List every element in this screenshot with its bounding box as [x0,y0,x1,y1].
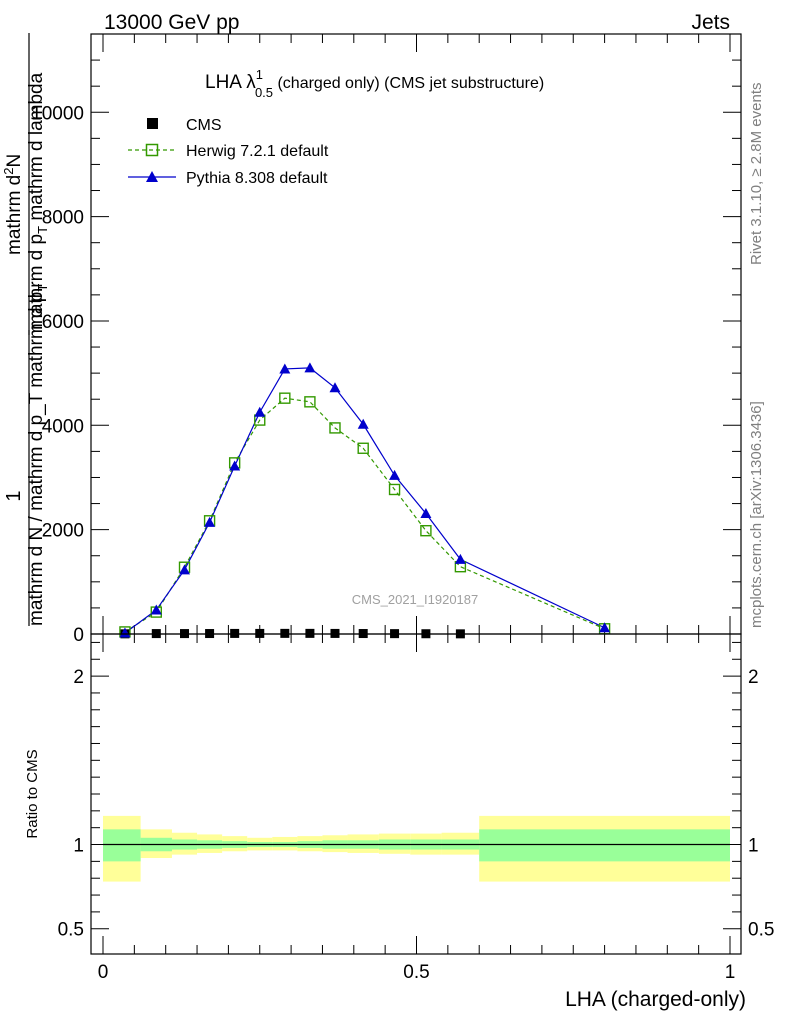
pythia-point [357,418,369,429]
pythia-point [254,406,266,417]
ratio-band-inner [103,829,141,862]
ylabel-denom: mathrm d N / mathrm d p_T mathrm d pT [26,284,50,626]
ratio-ticks-layer: 0.5 0.5 1 1 2 2 0 0.5 1 [58,634,774,983]
pythia-point [599,622,611,633]
pythia-point [329,382,341,393]
series-line-1 [124,397,605,633]
main-ytick-label: 10000 [31,103,84,124]
pythia-point [119,627,131,638]
main-ytick-label: 8000 [42,208,84,229]
ylabel-right-numer: mathrm d2N [1,154,25,255]
pythia-point [204,516,216,527]
herwig-point [388,483,401,496]
ratio-bands-layer [103,815,730,882]
pythia-point [454,553,466,564]
legend-cms-label: CMS [186,117,222,134]
pythia-point [420,507,432,518]
ratio-ytick-label-left: 0.5 [58,920,84,941]
header-right: Jets [691,11,730,34]
main-ytick-label: 0 [73,625,84,646]
main-y-label: 1 mathrm d N / mathrm d p_T mathrm d pT … [1,33,50,626]
ratio-y-label: Ratio to CMS [24,749,41,838]
pythia-point [279,363,291,374]
ratio-panel-frame [90,633,742,955]
ratio-ytick-label-right: 0.5 [748,920,774,941]
plot-title: LHA λ1 0.5 (charged only) (CMS jet substr… [205,67,544,100]
herwig-point [357,442,369,454]
cms-point [280,628,290,638]
pythia-point [150,604,162,615]
x-axis-label: LHA (charged-only) [565,988,746,1011]
herwig-point [304,396,316,408]
ylabel-numer: 1 [3,490,25,501]
watermark: CMS_2021_I1920187 [352,592,479,607]
herwig-point [279,392,291,404]
pythia-point [304,362,316,373]
legend-pythia-label: Pythia 8.308 default [186,170,328,187]
legend-pythia-marker [146,171,158,182]
legend-herwig-marker [145,143,159,157]
main-panel-background [91,34,741,634]
main-ytick-label: 6000 [42,312,84,333]
rivet-label: Rivet 3.1.10, ≥ 2.8M events [748,83,765,266]
title-main: LHA λ [205,72,256,93]
cms-point [305,628,315,638]
ratio-band-inner [479,829,730,862]
title-sub: 0.5 [255,85,273,100]
ratio-ytick-label-right: 2 [748,667,759,688]
main-ytick-label: 4000 [42,416,84,437]
main-y-ticks: 0 2000 4000 6000 8000 10000 [31,34,741,646]
mcplots-label: mcplots.cern.ch [arXiv:1306.3436] [748,401,765,628]
legend-cms-marker [147,118,158,129]
pythia-point [179,564,191,575]
xtick-label: 0 [98,962,109,983]
herwig-point [329,422,341,434]
legend: CMS Herwig 7.2.1 default Pythia 8.308 de… [128,117,329,187]
ylabel-right-denom: mathrm d pT mathrm d lambda [26,72,50,330]
ratio-ytick-label-right: 1 [748,836,759,857]
header-left: 13000 GeV pp [104,11,239,34]
pythia-point [389,469,401,480]
ratio-ytick-label-left: 1 [73,836,84,857]
title-rest: (charged only) (CMS jet substructure) [273,75,544,92]
svg-text:LHA λ10.5 (charged only) (CMS: LHA λ1 0.5 (charged only) (CMS jet substr… [205,67,544,100]
ratio-ytick-label-left: 2 [73,667,84,688]
xtick-label: 1 [725,962,736,983]
pythia-point [229,460,241,471]
title-sup: 1 [256,67,263,82]
xtick-label: 0.5 [403,962,429,983]
legend-herwig-label: Herwig 7.2.1 default [186,143,329,160]
main-ytick-label: 2000 [42,521,84,542]
herwig-point [420,524,432,537]
